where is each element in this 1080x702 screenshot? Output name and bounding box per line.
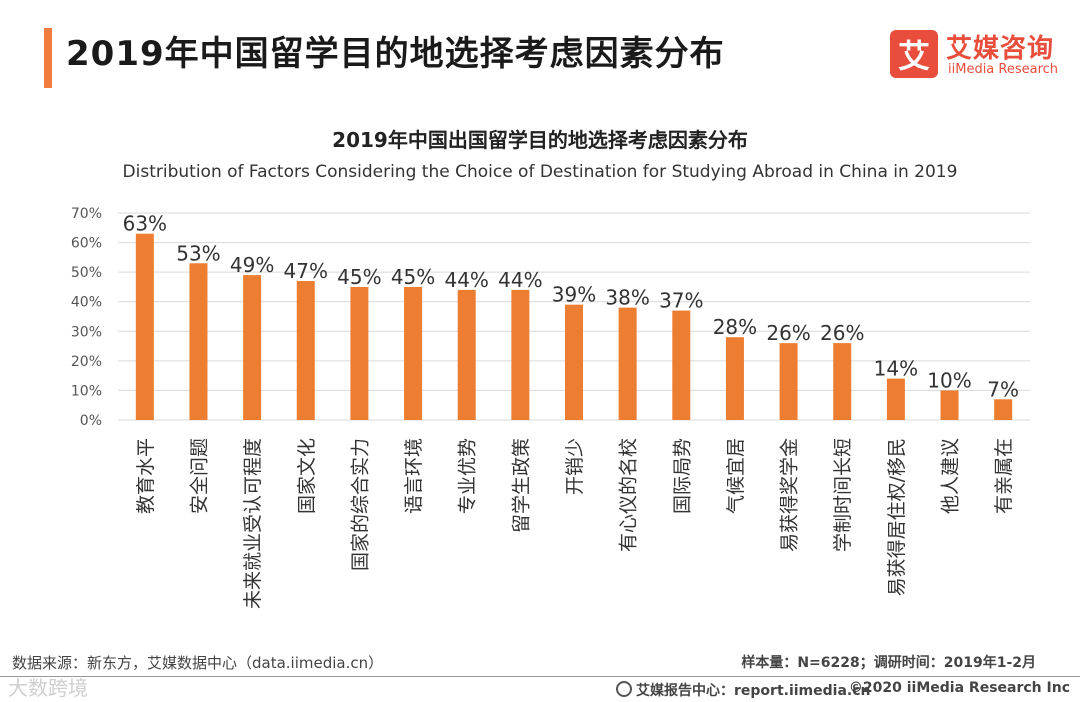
y-tick-label: 10% <box>71 383 102 399</box>
x-tick-label: 教育水平 <box>135 438 157 514</box>
data-label: 39% <box>552 283 596 307</box>
watermark: 大数跨境 <box>8 676 88 700</box>
x-tick-label: 他人建议 <box>940 438 962 514</box>
bar <box>511 289 530 420</box>
data-label: 10% <box>927 368 971 392</box>
bar <box>296 281 315 420</box>
x-tick-label: 国家的综合实力 <box>349 438 371 571</box>
x-tick-label: 留学生政策 <box>510 438 532 533</box>
bar <box>833 343 852 420</box>
bar <box>886 378 905 420</box>
copyright: ©2020 iiMedia Research Inc <box>848 680 1070 696</box>
x-tick-label: 安全问题 <box>188 438 210 514</box>
data-label: 26% <box>766 321 810 345</box>
x-tick-label: 国家文化 <box>296 438 318 514</box>
data-label: 37% <box>659 289 703 313</box>
bar <box>725 337 744 420</box>
x-tick-label: 有亲属在 <box>993 438 1015 514</box>
bar <box>350 286 369 420</box>
x-tick-label: 国际局势 <box>671 438 693 514</box>
y-tick-label: 30% <box>71 324 102 340</box>
globe-icon <box>616 681 632 697</box>
bar <box>404 286 423 420</box>
data-label: 28% <box>713 315 757 339</box>
bar <box>672 310 691 420</box>
data-label: 63% <box>123 212 167 236</box>
logo-name-cn: 艾媒咨询 <box>946 34 1055 64</box>
data-label: 44% <box>444 268 488 292</box>
iimedia-logo: 艾 艾媒咨询 iiMedia Research <box>890 26 1070 82</box>
y-tick-label: 40% <box>71 295 102 311</box>
data-label: 26% <box>820 321 864 345</box>
data-label: 14% <box>874 357 918 381</box>
y-tick-label: 60% <box>71 236 102 252</box>
page-title: 2019年中国留学目的地选择考虑因素分布 <box>66 34 725 74</box>
data-label: 38% <box>605 286 649 310</box>
y-tick-label: 0% <box>80 413 102 429</box>
report-center: 艾媒报告中心：report.iimedia.cn <box>616 680 871 700</box>
footer-divider <box>0 676 1080 677</box>
y-tick-label: 50% <box>71 265 102 281</box>
logo-name-en: iiMedia Research <box>948 62 1059 77</box>
x-tick-label: 有心仪的名校 <box>618 438 640 552</box>
x-tick-label: 学制时间长短 <box>832 438 854 552</box>
x-tick-label: 未来就业受认可程度 <box>242 438 264 609</box>
bar <box>994 399 1013 420</box>
data-label: 45% <box>337 265 381 289</box>
bar <box>135 233 154 420</box>
x-tick-label: 开销少 <box>564 438 586 495</box>
chart-title: 2019年中国出国留学目的地选择考虑因素分布 <box>332 128 748 152</box>
data-label: 53% <box>176 241 220 265</box>
data-label: 44% <box>498 268 542 292</box>
data-label: 49% <box>230 253 274 277</box>
data-label: 47% <box>284 259 328 283</box>
data-label: 7% <box>987 377 1019 401</box>
y-tick-label: 70% <box>71 206 102 222</box>
sample-meta: 样本量：N=6228；调研时间：2019年1-2月 <box>741 655 1036 671</box>
y-tick-label: 20% <box>71 354 102 370</box>
x-tick-label: 专业优势 <box>457 438 479 514</box>
logo-mark-icon: 艾 <box>890 30 938 78</box>
x-tick-label: 气候宜居 <box>725 438 747 514</box>
bar <box>940 390 959 420</box>
report-center-text: 艾媒报告中心：report.iimedia.cn <box>636 683 871 699</box>
data-label: 45% <box>391 265 435 289</box>
bar <box>565 304 583 420</box>
x-tick-label: 语言环境 <box>403 438 425 514</box>
chart-subtitle: Distribution of Factors Considering the … <box>122 162 958 182</box>
x-tick-label: 易获得居住权/移民 <box>886 438 908 596</box>
bar <box>779 343 798 420</box>
bar <box>189 263 208 420</box>
data-source: 数据来源：新东方，艾媒数据中心（data.iimedia.cn） <box>12 654 384 672</box>
bar <box>618 307 637 420</box>
x-tick-label: 易获得奖学金 <box>779 438 801 552</box>
bar <box>243 275 262 420</box>
bar <box>457 289 476 420</box>
title-accent-bar <box>44 28 52 88</box>
